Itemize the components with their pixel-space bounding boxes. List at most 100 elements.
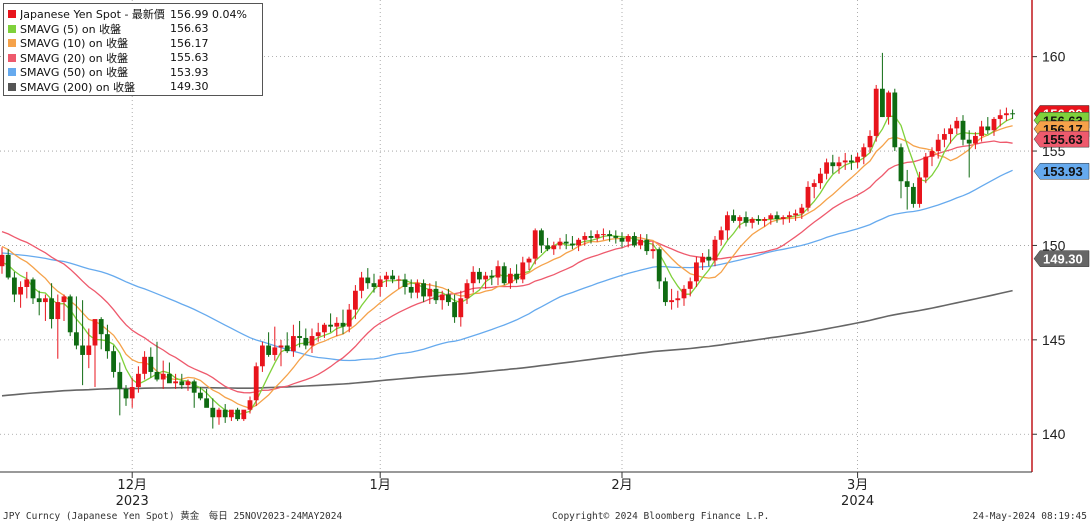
candle xyxy=(272,326,278,361)
candle xyxy=(433,281,439,304)
candle xyxy=(446,288,451,306)
candle xyxy=(973,132,978,150)
candle-body xyxy=(173,381,178,384)
candle xyxy=(136,366,141,393)
candle-body xyxy=(49,298,54,320)
candle xyxy=(49,283,54,329)
candle-body xyxy=(539,230,544,246)
candle-body xyxy=(904,181,910,187)
candle xyxy=(911,183,916,208)
candle-body xyxy=(973,135,978,144)
legend-swatch xyxy=(8,24,16,33)
candle-body xyxy=(148,356,154,372)
candle-body xyxy=(470,271,476,284)
candle xyxy=(700,252,705,270)
legend-series-value: 153.93 xyxy=(170,65,209,79)
candle-body xyxy=(210,407,216,418)
candle-body xyxy=(464,283,470,299)
candle xyxy=(74,296,79,350)
candle-body xyxy=(191,381,197,393)
candle-body xyxy=(216,409,222,418)
candle-body xyxy=(235,409,240,420)
candle-body xyxy=(911,186,916,204)
candle xyxy=(718,226,724,246)
candle xyxy=(966,130,972,178)
candle xyxy=(415,279,420,299)
candle-body xyxy=(328,324,333,327)
candle-body xyxy=(756,219,761,221)
candle xyxy=(43,294,48,321)
candle xyxy=(954,117,960,135)
candle-body xyxy=(811,183,817,187)
candle-body xyxy=(898,147,904,182)
candle-body xyxy=(793,213,798,216)
candle-body xyxy=(36,298,42,303)
candle-body xyxy=(632,236,637,246)
price-tag-box xyxy=(1033,130,1090,148)
candle xyxy=(452,294,457,323)
candle xyxy=(129,377,135,408)
candle-body xyxy=(985,126,991,131)
candle xyxy=(5,249,11,280)
candle xyxy=(799,203,805,220)
candle-body xyxy=(452,302,457,318)
legend-swatch xyxy=(8,53,16,62)
candle xyxy=(179,373,185,389)
candle xyxy=(625,234,631,248)
candle xyxy=(123,385,129,406)
candle-body xyxy=(129,387,135,399)
candle xyxy=(805,181,811,212)
candle xyxy=(1004,107,1009,121)
candle-body xyxy=(607,234,612,236)
candle xyxy=(427,283,433,304)
candle xyxy=(557,237,563,250)
candle xyxy=(756,215,761,225)
candle xyxy=(712,236,718,267)
candle-body xyxy=(656,249,662,282)
legend-series-name: SMAVG (10) on 收盤 xyxy=(20,37,129,51)
candle xyxy=(836,156,842,174)
candle-body xyxy=(966,139,972,144)
candle-body xyxy=(303,337,309,346)
candle-body xyxy=(346,309,352,327)
candle xyxy=(346,303,352,333)
candle-body xyxy=(960,120,966,140)
price-tag-label: 155.63 xyxy=(1043,132,1083,147)
candle-body xyxy=(836,162,842,167)
candle xyxy=(929,147,935,167)
candle xyxy=(842,152,848,170)
candle-body xyxy=(43,298,48,303)
candle xyxy=(613,230,619,244)
candle-body xyxy=(669,300,674,303)
candle xyxy=(991,117,997,136)
candle xyxy=(632,232,637,248)
candle xyxy=(570,236,575,250)
candle xyxy=(780,215,786,225)
candle xyxy=(960,115,966,146)
candle xyxy=(260,341,265,372)
candle-body xyxy=(477,271,482,280)
candle xyxy=(669,288,674,310)
candle xyxy=(0,247,5,274)
candle-body xyxy=(160,373,166,380)
candle-body xyxy=(415,283,420,293)
candle xyxy=(867,130,873,153)
candle xyxy=(514,264,519,284)
sma20-line xyxy=(1,140,1013,394)
candle xyxy=(886,90,891,125)
candle xyxy=(334,317,340,337)
candle-layer xyxy=(0,52,1015,429)
candle-body xyxy=(997,115,1003,119)
legend-series-change: 0.04% xyxy=(212,7,247,21)
candle-body xyxy=(55,302,61,320)
candle xyxy=(36,290,42,316)
candle xyxy=(644,234,650,255)
candle xyxy=(402,273,408,295)
candle xyxy=(892,88,898,152)
candle xyxy=(222,404,228,423)
price-tag-label: 153.93 xyxy=(1043,164,1083,179)
candle-body xyxy=(886,92,891,118)
candle xyxy=(111,345,116,378)
candle xyxy=(315,322,321,342)
candle xyxy=(439,290,445,310)
